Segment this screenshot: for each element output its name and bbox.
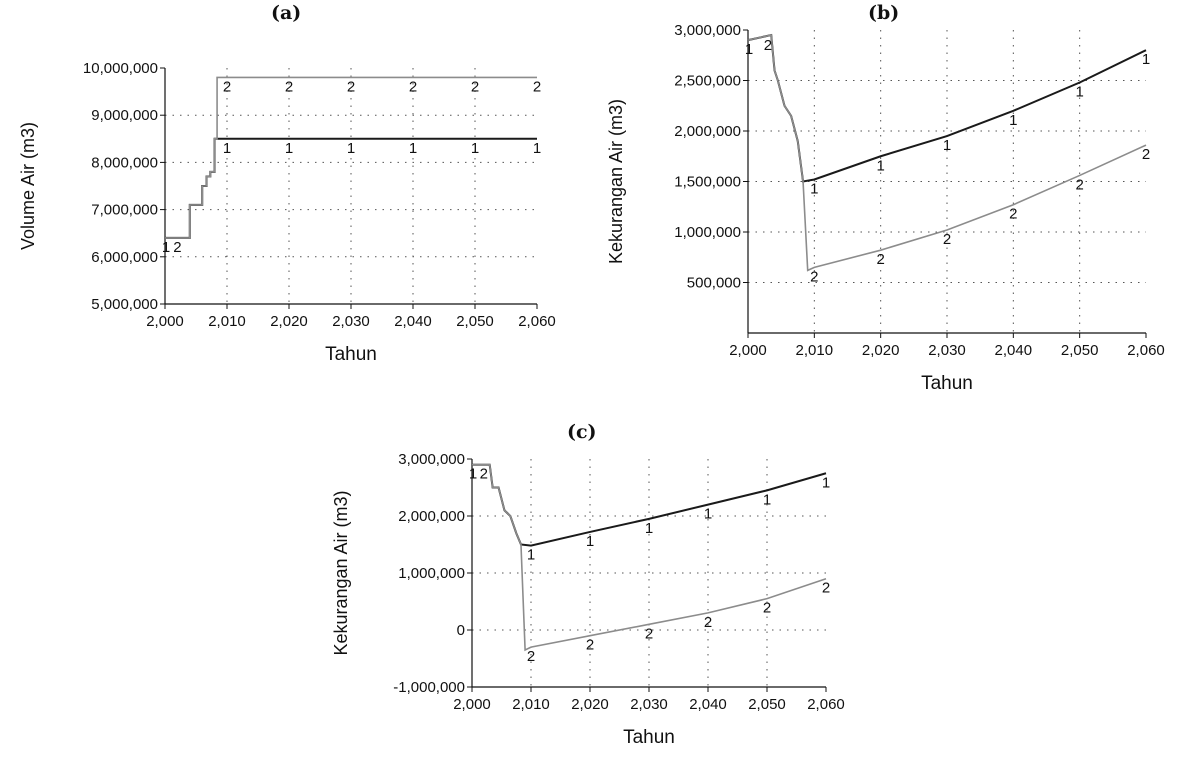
series-2-marker: 2 <box>763 600 771 617</box>
series-2-marker: 2 <box>645 625 653 642</box>
series-2-marker: 2 <box>822 580 830 597</box>
series-2-marker: 2 <box>480 466 488 483</box>
series-2-marker: 2 <box>527 648 535 665</box>
x-tick-label: 2,040 <box>689 696 727 713</box>
x-tick-label: 2,060 <box>807 696 845 713</box>
series-1-marker: 1 <box>645 520 653 537</box>
x-tick-label: 2,050 <box>748 696 786 713</box>
x-tick-label: 2,000 <box>453 696 491 713</box>
series-2-marker: 2 <box>586 637 594 654</box>
series-1-marker: 1 <box>469 466 477 483</box>
y-tick-label: -1,000,000 <box>393 679 465 696</box>
series-1-marker: 1 <box>704 506 712 523</box>
y-tick-label: 2,000,000 <box>398 508 465 525</box>
y-tick-label: 1,000,000 <box>398 565 465 582</box>
x-tick-label: 2,010 <box>512 696 550 713</box>
series-1-marker: 1 <box>822 474 830 491</box>
series-1-marker: 1 <box>527 547 535 564</box>
x-tick-label: 2,020 <box>571 696 609 713</box>
series-1-marker: 1 <box>586 533 594 550</box>
x-tick-label: 2,030 <box>630 696 668 713</box>
y-axis-label: Kekurangan Air (m3) <box>331 490 351 655</box>
x-axis-label: Tahun <box>623 727 675 748</box>
y-tick-label: 3,000,000 <box>398 451 465 468</box>
y-tick-label: 0 <box>457 622 465 639</box>
series-1-marker: 1 <box>763 491 771 508</box>
series-2-marker: 2 <box>704 614 712 631</box>
